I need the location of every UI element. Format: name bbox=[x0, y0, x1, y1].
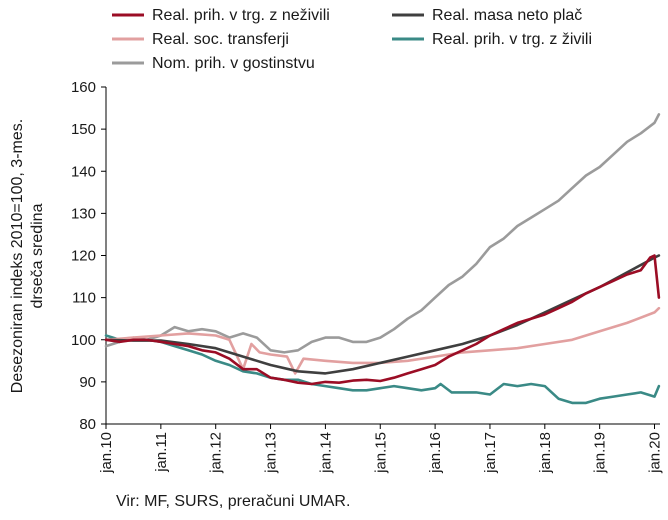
series-line-4 bbox=[104, 113, 661, 354]
y-tick-label: 140 bbox=[71, 163, 96, 180]
x-tick-label: jan.10 bbox=[98, 432, 115, 474]
y-tick-label: 80 bbox=[79, 416, 96, 433]
series-line-3 bbox=[104, 334, 661, 405]
x-tick-label: jan.14 bbox=[317, 432, 334, 474]
series-line-2 bbox=[104, 306, 661, 375]
y-tick-label: 100 bbox=[71, 332, 96, 349]
y-tick-label: 130 bbox=[71, 205, 96, 222]
y-tick-label: 120 bbox=[71, 248, 96, 265]
y-axis-title-line: drseča sredina bbox=[29, 203, 46, 308]
x-tick-label: jan.16 bbox=[427, 432, 444, 474]
y-tick-label: 110 bbox=[72, 290, 96, 307]
legend-label: Real. prih. v trg. z živili bbox=[432, 31, 592, 48]
series-line-1 bbox=[104, 254, 661, 375]
y-tick-label: 150 bbox=[71, 121, 96, 138]
y-tick-label: 160 bbox=[71, 79, 96, 96]
x-tick-label: jan.13 bbox=[263, 432, 280, 474]
y-axis-title-line: Desezoniran indeks 2010=100, 3-mes. bbox=[9, 119, 26, 393]
series-line-0 bbox=[104, 254, 661, 386]
legend-label: Real. soc. transferji bbox=[152, 31, 289, 48]
x-tick-label: jan.19 bbox=[592, 432, 609, 474]
x-tick-label: jan.18 bbox=[537, 432, 554, 474]
legend-label: Nom. prih. v gostinstvu bbox=[152, 55, 315, 72]
axes: 80 90 100 110 120 130 140 150 160 jan.10 jan.11 jan… bbox=[71, 79, 664, 474]
x-tick-label: jan.11 bbox=[153, 432, 170, 473]
x-tick-label: jan.20 bbox=[647, 432, 664, 474]
x-tick-label: jan.12 bbox=[208, 432, 225, 474]
y-axis-title: Desezoniran indeks 2010=100, 3-mes. drseč… bbox=[9, 119, 46, 393]
legend-label: Real. masa neto plač bbox=[432, 7, 582, 24]
legend-label: Real. prih. v trg. z neživili bbox=[152, 7, 330, 24]
x-tick-label: jan.15 bbox=[372, 432, 389, 474]
y-tick-label: 90 bbox=[79, 374, 96, 391]
legend: Real. prih. v trg. z neživili Real. masa … bbox=[112, 7, 592, 72]
series-lines bbox=[104, 113, 661, 405]
x-tick-label: jan.17 bbox=[482, 432, 499, 474]
source-note: Vir: MF, SURS, preračuni UMAR. bbox=[116, 493, 351, 510]
